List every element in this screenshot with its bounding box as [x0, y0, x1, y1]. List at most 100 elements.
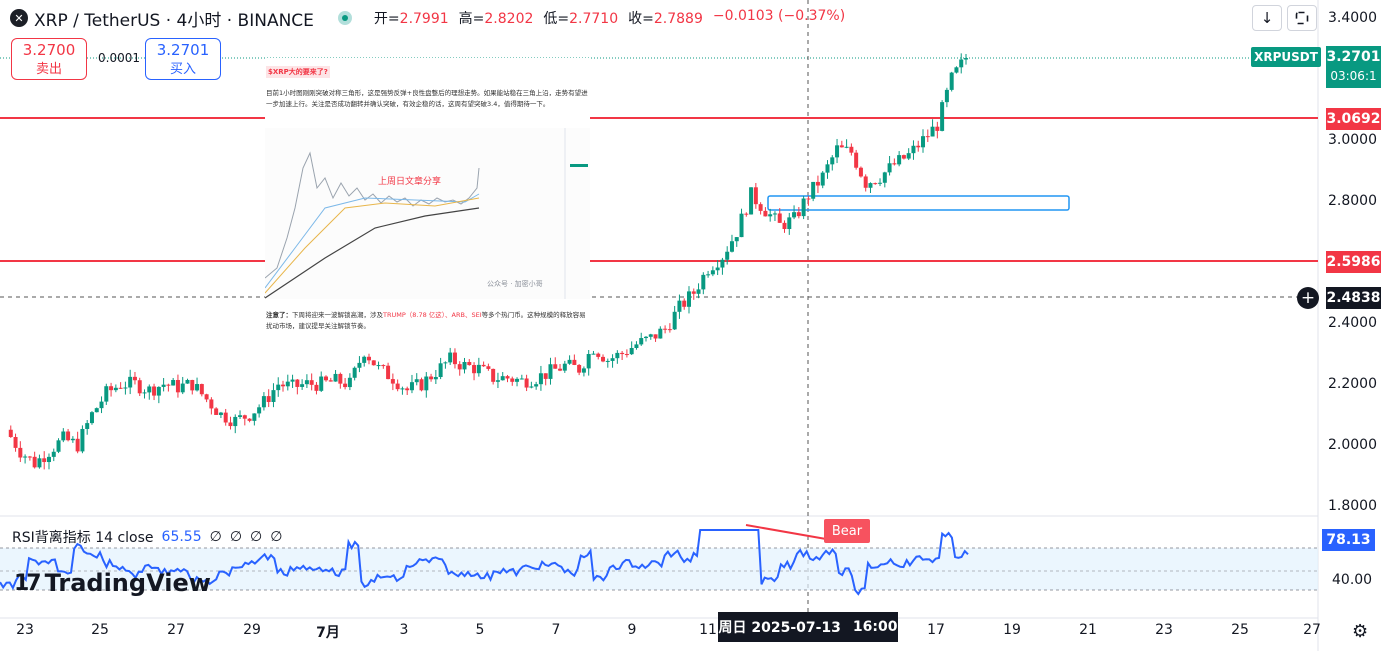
candle-body	[562, 363, 567, 371]
candle-body	[252, 413, 257, 421]
candle-body	[911, 145, 916, 154]
candle-body	[195, 384, 200, 391]
add-alert-button[interactable]: +	[1297, 287, 1319, 309]
candle-body	[443, 362, 448, 364]
candle-body	[390, 379, 395, 384]
candle-body	[386, 365, 391, 380]
plus-icon: +	[1300, 288, 1316, 308]
thumbnail-caption: 上周日文章分享	[378, 177, 442, 187]
note-text-post: 等多个热门币。这种规模的释放容易扰动市场，建议提早关注解锁节奏。	[266, 311, 586, 330]
candle-body	[706, 274, 711, 276]
candle-body	[763, 210, 768, 217]
candle-body	[858, 167, 863, 177]
time-tick: 23	[1155, 622, 1173, 638]
candle-body	[906, 153, 911, 159]
thumbnail-watermark: 公众号 · 加密小哥	[487, 280, 543, 288]
time-tick: 29	[243, 622, 261, 638]
candle-body	[729, 241, 734, 252]
candle-body	[352, 367, 357, 378]
time-tick: 7月	[316, 625, 340, 641]
candle-body	[452, 352, 457, 365]
candle-body	[720, 259, 725, 268]
candle-body	[209, 399, 214, 409]
symbol-title[interactable]: XRP / TetherUS · 4小时 · BINANCE	[34, 10, 314, 31]
crosshair-hour: 16:00	[852, 619, 898, 635]
chart-settings-button[interactable]: ⚙	[1352, 621, 1368, 642]
candle-body	[686, 291, 691, 307]
x-logo-icon: ✕	[10, 9, 28, 27]
thumbnail-chart	[265, 128, 588, 299]
market-status-icon[interactable]	[337, 11, 352, 25]
candle-body	[137, 380, 142, 394]
candle-body	[448, 352, 453, 363]
rsi-legend[interactable]: RSI背离指标 14 close 65.55 ∅ ∅ ∅ ∅	[12, 527, 282, 547]
candle-body	[66, 431, 71, 441]
lower-line-price-tag: 2.5986	[1326, 251, 1381, 273]
candle-body	[405, 388, 410, 391]
live-price-tag: 3.2701 03:06:1	[1326, 46, 1381, 88]
candle-body	[792, 212, 797, 218]
candle-body	[132, 376, 137, 381]
candle-body	[916, 145, 921, 148]
sell-button[interactable]: 3.2700 卖出	[11, 38, 87, 80]
candle-body	[796, 212, 801, 217]
price-tick: 2.8000	[1328, 193, 1377, 209]
fullscreen-icon	[1295, 11, 1309, 25]
candle-body	[18, 447, 23, 458]
candle-body	[128, 376, 133, 388]
candle-body	[954, 67, 959, 73]
candle-body	[844, 146, 849, 148]
candle-body	[214, 408, 219, 415]
candle-body	[744, 213, 749, 215]
candle-body	[734, 237, 739, 242]
time-tick: 19	[1003, 622, 1021, 638]
candle-body	[882, 172, 887, 183]
download-button[interactable]: ↓	[1252, 5, 1282, 31]
buy-button[interactable]: 3.2701 买入	[145, 38, 221, 80]
note-heading: 注意了：	[266, 311, 292, 319]
candle-body	[409, 382, 414, 391]
candle-body	[901, 155, 906, 159]
note-highlight: TRUMP（8.78 亿这）、ARB、SEI	[383, 311, 482, 319]
candle-body	[925, 136, 930, 138]
live-price: 3.2701	[1326, 49, 1381, 65]
candle-body	[825, 164, 830, 173]
candle-body	[228, 422, 233, 427]
candle-body	[357, 362, 362, 368]
open-value: 2.7991	[399, 11, 449, 27]
candle-body	[586, 354, 591, 369]
disabled-value-icon: ∅	[270, 529, 283, 545]
candle-body	[500, 376, 505, 381]
candle-body	[491, 368, 496, 382]
rsi-current-tag: 78.13	[1322, 529, 1375, 551]
time-tick: 25	[1231, 622, 1249, 638]
price-axis[interactable]: 3.4000 3.0000 2.8000 2.4000 2.2000 2.000…	[1317, 0, 1381, 620]
candle-body	[309, 380, 314, 385]
fullscreen-button[interactable]	[1287, 5, 1317, 31]
rsi-value: 65.55	[161, 529, 202, 545]
candle-body	[543, 373, 548, 379]
candle-body	[519, 378, 524, 380]
candle-body	[495, 380, 500, 382]
candle-body	[739, 213, 744, 238]
tradingview-logo[interactable]: 17 TradingView	[14, 569, 211, 597]
crosshair-time-label: 周日 2025-07-13 16:00	[718, 612, 898, 642]
candle-body	[185, 379, 190, 384]
price-zone-rectangle[interactable]	[767, 195, 1070, 211]
candlestick-series	[8, 53, 968, 470]
candle-body	[61, 431, 66, 441]
candle-body	[300, 384, 305, 387]
candle-body	[964, 58, 968, 60]
article-chart-thumbnail: 上周日文章分享 公众号 · 加密小哥	[265, 128, 590, 299]
close-value: 2.7889	[653, 11, 703, 27]
candle-body	[13, 437, 18, 448]
candle-body	[295, 379, 300, 387]
sell-label: 卖出	[35, 62, 62, 77]
candle-body	[118, 387, 123, 389]
candle-body	[319, 376, 324, 391]
candle-body	[276, 384, 281, 391]
bar-countdown: 03:06:1	[1330, 69, 1377, 83]
candle-body	[663, 328, 668, 330]
time-axis[interactable]: 23 25 27 29 7月 3 5 7 9 11 17 19 21 23 25…	[0, 618, 1381, 651]
